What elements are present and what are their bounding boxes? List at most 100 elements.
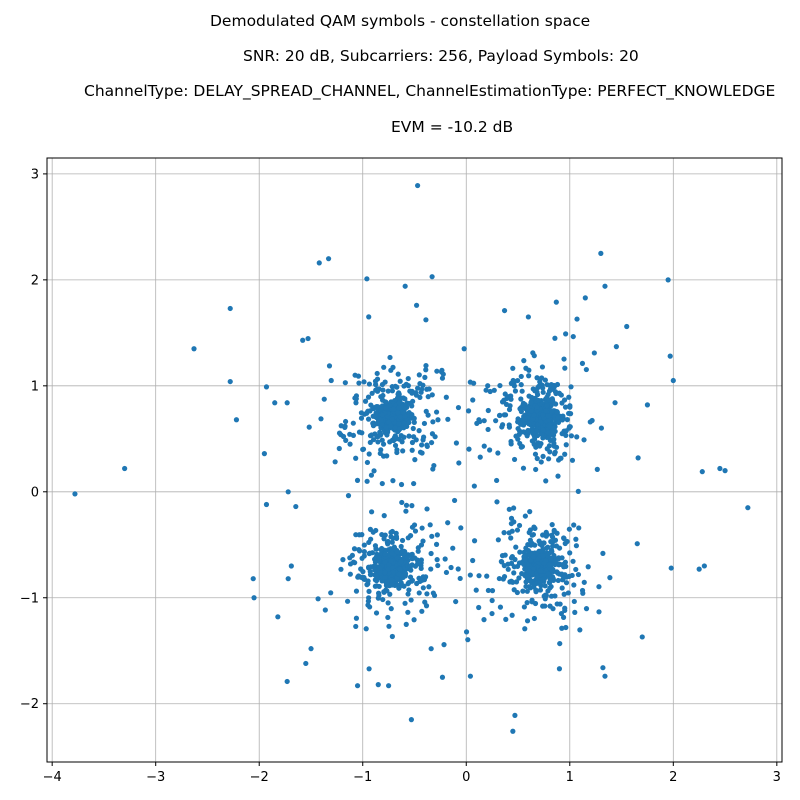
scatter-point bbox=[532, 451, 539, 457]
scatter-point bbox=[380, 387, 386, 393]
scatter-point bbox=[518, 382, 524, 388]
scatter-point bbox=[342, 423, 348, 429]
scatter-point bbox=[419, 450, 425, 456]
scatter-point bbox=[566, 526, 572, 532]
scatter-point bbox=[359, 430, 365, 436]
scatter-point bbox=[398, 543, 404, 550]
scatter-point bbox=[332, 459, 338, 465]
scatter-point bbox=[411, 617, 417, 623]
scatter-point bbox=[566, 394, 572, 400]
chart-title-line-4: EVM = -10.2 dB bbox=[391, 118, 514, 136]
scatter-point bbox=[396, 405, 402, 411]
scatter-point bbox=[571, 598, 577, 605]
scatter-point bbox=[531, 412, 537, 418]
scatter-point bbox=[526, 393, 532, 399]
scatter-point bbox=[429, 533, 435, 539]
scatter-point bbox=[366, 588, 372, 594]
scatter-point bbox=[701, 563, 707, 569]
scatter-point bbox=[405, 581, 411, 587]
scatter-point bbox=[489, 610, 495, 617]
scatter-point bbox=[493, 418, 499, 424]
scatter-point bbox=[350, 420, 356, 426]
scatter-point bbox=[463, 629, 470, 635]
scatter-point bbox=[508, 535, 514, 541]
scatter-point bbox=[377, 450, 383, 457]
scatter-point bbox=[503, 616, 509, 622]
scatter-point bbox=[485, 426, 491, 433]
scatter-point bbox=[363, 626, 369, 632]
scatter-point bbox=[560, 561, 566, 568]
scatter-point bbox=[573, 566, 579, 573]
scatter-point bbox=[305, 335, 311, 342]
scatter-point bbox=[635, 455, 641, 461]
scatter-point bbox=[570, 558, 576, 564]
scatter-point bbox=[409, 503, 415, 509]
scatter-point bbox=[561, 574, 567, 581]
scatter-point bbox=[670, 377, 676, 384]
scatter-point bbox=[509, 612, 515, 618]
scatter-point bbox=[389, 539, 395, 545]
scatter-point bbox=[563, 624, 569, 631]
scatter-point bbox=[359, 532, 365, 538]
scatter-point bbox=[552, 558, 558, 565]
scatter-point bbox=[551, 436, 557, 442]
scatter-point bbox=[555, 570, 561, 576]
scatter-point bbox=[561, 535, 567, 542]
scatter-point bbox=[528, 399, 534, 406]
scatter-point bbox=[502, 391, 508, 397]
scatter-point bbox=[250, 576, 256, 582]
scatter-point bbox=[418, 565, 424, 572]
scatter-point bbox=[476, 573, 482, 579]
scatter-point bbox=[382, 551, 388, 557]
scatter-point bbox=[424, 591, 430, 597]
scatter-point bbox=[419, 608, 425, 614]
scatter-point bbox=[398, 558, 404, 565]
scatter-point bbox=[409, 524, 416, 530]
scatter-point bbox=[596, 609, 602, 615]
scatter-point bbox=[560, 614, 567, 620]
y-tick-label: 3 bbox=[31, 167, 39, 182]
scatter-point bbox=[423, 603, 430, 609]
scatter-point bbox=[361, 379, 367, 385]
scatter-point bbox=[543, 557, 549, 564]
scatter-point bbox=[497, 604, 504, 610]
chart-title-line-1: Demodulated QAM symbols - constellation … bbox=[210, 12, 591, 30]
scatter-point bbox=[668, 565, 674, 571]
scatter-point bbox=[386, 419, 392, 425]
scatter-point bbox=[544, 403, 550, 409]
scatter-point bbox=[549, 430, 556, 436]
scatter-point bbox=[350, 432, 357, 439]
scatter-point bbox=[561, 397, 568, 403]
scatter-point bbox=[577, 627, 583, 633]
scatter-point bbox=[395, 410, 401, 416]
scatter-point bbox=[567, 403, 573, 409]
scatter-point bbox=[471, 538, 478, 544]
scatter-point bbox=[563, 580, 570, 586]
scatter-point bbox=[368, 472, 375, 478]
scatter-point bbox=[487, 447, 493, 453]
scatter-point bbox=[568, 384, 574, 390]
scatter-point bbox=[579, 587, 586, 594]
scatter-point bbox=[537, 376, 543, 382]
scatter-point bbox=[511, 505, 517, 511]
scatter-point bbox=[381, 364, 387, 370]
scatter-point bbox=[345, 493, 352, 499]
scatter-point bbox=[368, 536, 374, 542]
scatter-point bbox=[532, 525, 538, 532]
scatter-point bbox=[399, 582, 405, 588]
scatter-point bbox=[543, 408, 549, 414]
x-tick-label: −3 bbox=[146, 770, 165, 785]
scatter-point bbox=[300, 337, 306, 343]
scatter-point bbox=[419, 577, 425, 583]
scatter-point bbox=[495, 450, 501, 456]
scatter-point bbox=[506, 530, 512, 536]
scatter-point bbox=[440, 371, 446, 377]
scatter-point bbox=[555, 577, 561, 584]
scatter-point bbox=[489, 588, 496, 594]
scatter-point bbox=[538, 459, 544, 465]
scatter-point bbox=[467, 572, 473, 578]
scatter-point bbox=[484, 573, 490, 579]
scatter-point bbox=[263, 501, 270, 508]
scatter-point bbox=[402, 600, 408, 606]
scatter-point bbox=[506, 424, 513, 430]
